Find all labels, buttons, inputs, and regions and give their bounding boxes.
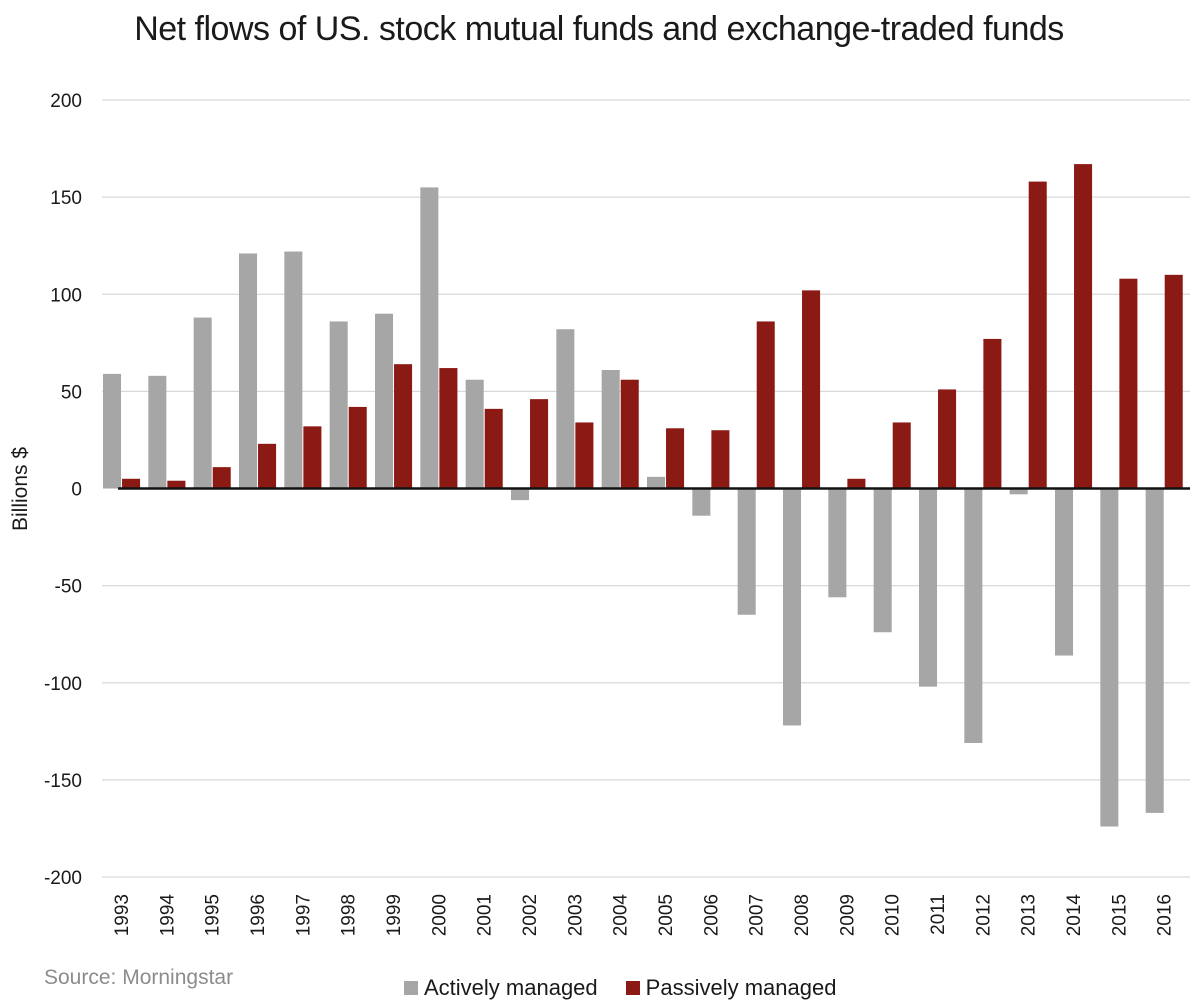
legend-label-active: Actively managed [424, 975, 598, 1000]
bar-passive-2008 [802, 290, 821, 489]
x-tick-label: 2004 [611, 894, 632, 937]
bar-active-2000 [420, 187, 439, 489]
bar-active-2002 [511, 488, 530, 501]
bar-passive-2010 [892, 422, 911, 489]
bar-active-2006 [692, 488, 711, 516]
bar-active-1993 [103, 373, 122, 489]
y-tick-labels: 200 150 100 50 0 -50 -100 -150 -200 [44, 91, 82, 889]
y-tick-label: 200 [50, 91, 82, 112]
x-tick-label: 1998 [339, 894, 360, 936]
x-tick-labels: 1993 1994 1995 1996 1997 1998 1999 2000 2001 2002… [112, 894, 1176, 937]
bar-active-2012 [964, 488, 983, 743]
y-tick-label: -200 [44, 868, 82, 889]
bar-passive-2014 [1074, 164, 1093, 489]
bar-active-2009 [828, 488, 847, 598]
y-tick-label: -150 [44, 771, 82, 792]
y-tick-label: 0 [71, 480, 82, 501]
legend-item-active: Actively managed [404, 975, 598, 1001]
bar-passive-1995 [212, 467, 231, 489]
x-tick-label: 2006 [701, 894, 722, 936]
bar-active-1994 [148, 375, 167, 489]
bar-passive-2009 [847, 478, 866, 489]
y-tick-label: 50 [61, 382, 82, 403]
source-note: Source: Morningstar [44, 966, 234, 989]
bar-passive-1994 [167, 480, 186, 489]
x-tick-label: 2010 [883, 894, 904, 936]
bar-active-1998 [329, 321, 348, 489]
bar-active-1995 [193, 317, 212, 489]
bar-passive-2012 [983, 338, 1002, 489]
y-tick-label: -100 [44, 674, 82, 695]
x-tick-label: 2011 [928, 894, 949, 935]
bar-passive-2007 [756, 321, 775, 489]
chart-title: Net flows of US. stock mutual funds and … [134, 10, 1064, 48]
bar-active-1999 [375, 313, 394, 489]
legend-swatch-active [404, 981, 418, 995]
bar-passive-2005 [666, 428, 685, 489]
x-tick-label: 2012 [973, 894, 994, 936]
bar-passive-2015 [1119, 278, 1138, 489]
legend-label-passive: Passively managed [645, 975, 837, 1000]
x-tick-label: 2005 [656, 894, 677, 936]
bar-active-2003 [556, 329, 575, 489]
bar-passive-2011 [938, 389, 957, 489]
x-tick-label: 1995 [203, 894, 224, 936]
bar-active-2014 [1055, 488, 1074, 656]
bar-passive-1996 [258, 443, 277, 489]
x-tick-label: 2016 [1155, 894, 1176, 936]
x-tick-label: 2003 [565, 894, 586, 936]
legend: Actively managed Passively managed [404, 974, 864, 1002]
legend-swatch-passive [625, 981, 640, 995]
bars-layer [103, 164, 1183, 827]
bar-passive-1993 [122, 478, 141, 489]
x-tick-label: 1999 [384, 894, 405, 936]
y-tick-label: 150 [50, 188, 82, 209]
bar-passive-2002 [530, 399, 549, 489]
x-tick-label: 1993 [112, 894, 133, 936]
bar-active-2005 [647, 476, 666, 489]
x-tick-label: 1994 [157, 894, 178, 937]
x-tick-label: 2009 [837, 894, 858, 936]
bar-passive-1999 [394, 364, 413, 489]
bar-active-2011 [919, 488, 938, 687]
x-tick-label: 2000 [429, 894, 450, 936]
x-tick-label: 2013 [1019, 894, 1040, 936]
bar-active-1997 [284, 251, 303, 489]
bar-passive-2013 [1028, 181, 1047, 489]
bar-passive-2001 [484, 408, 503, 489]
x-tick-label: 2001 [475, 894, 496, 936]
x-tick-label: 2007 [747, 894, 768, 936]
x-tick-label: 2015 [1109, 894, 1130, 936]
bar-passive-1998 [348, 406, 367, 489]
x-tick-label: 1996 [248, 894, 269, 936]
bar-passive-2006 [711, 430, 730, 489]
y-axis-label: Billions $ [9, 447, 32, 531]
bar-active-2007 [737, 488, 756, 615]
bar-active-2004 [601, 370, 620, 489]
y-tick-label: 100 [50, 285, 82, 306]
x-tick-label: 2002 [520, 894, 541, 936]
bar-passive-2000 [439, 368, 458, 489]
bar-active-2001 [465, 379, 484, 489]
bar-active-2008 [783, 488, 802, 726]
x-tick-label: 2008 [792, 894, 813, 936]
bar-passive-2016 [1164, 274, 1183, 489]
grid-layer [102, 99, 1190, 878]
bar-active-2015 [1100, 488, 1119, 827]
bar-active-2013 [1009, 488, 1028, 495]
bar-active-2010 [873, 488, 892, 633]
legend-item-passive: Passively managed [625, 975, 837, 1001]
x-tick-label: 1997 [293, 894, 314, 936]
x-tick-label: 2014 [1064, 894, 1085, 937]
bar-active-2016 [1145, 488, 1164, 813]
y-tick-label: -50 [55, 577, 82, 598]
bar-passive-2004 [620, 379, 639, 489]
bar-passive-1997 [303, 426, 322, 489]
bar-active-1996 [239, 253, 258, 489]
bar-passive-2003 [575, 422, 594, 489]
